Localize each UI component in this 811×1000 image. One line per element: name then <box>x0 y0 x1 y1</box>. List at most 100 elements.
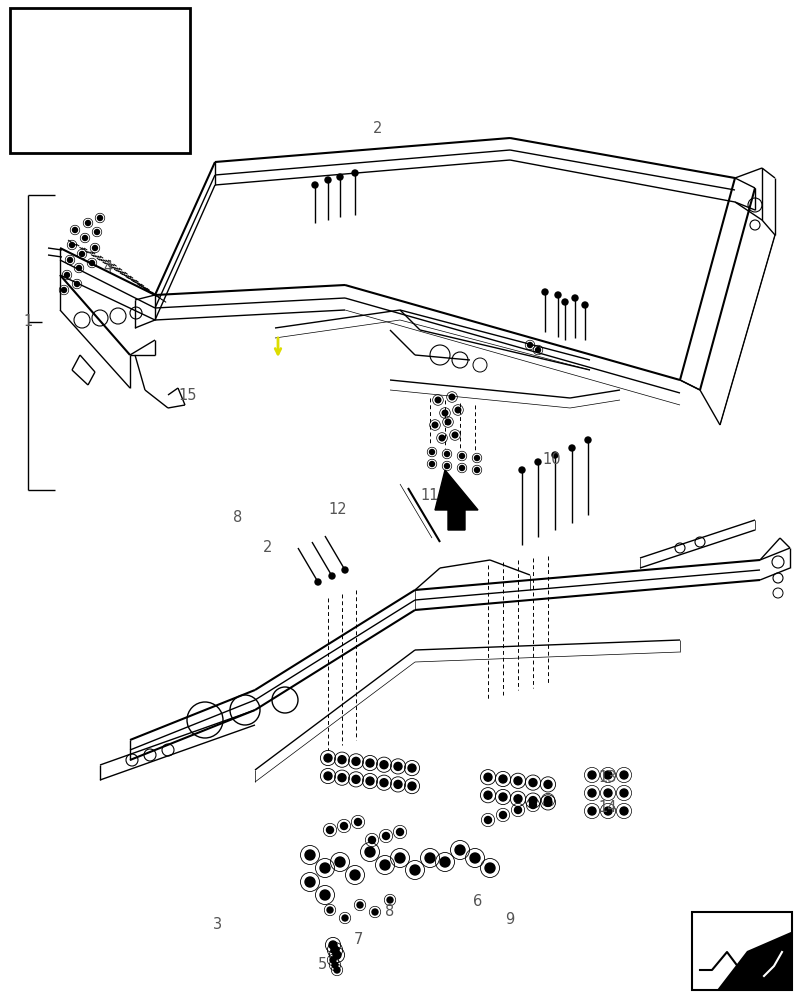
Circle shape <box>587 807 595 815</box>
Circle shape <box>499 811 506 818</box>
Circle shape <box>528 797 536 805</box>
Text: 4: 4 <box>103 259 113 274</box>
Circle shape <box>571 295 577 301</box>
Circle shape <box>366 777 374 785</box>
Circle shape <box>351 775 359 783</box>
Circle shape <box>527 342 532 348</box>
Circle shape <box>454 845 465 855</box>
Circle shape <box>474 468 479 473</box>
Circle shape <box>483 791 491 799</box>
Circle shape <box>544 796 551 803</box>
Circle shape <box>324 177 331 183</box>
Circle shape <box>534 459 540 465</box>
Circle shape <box>393 762 401 770</box>
Circle shape <box>459 466 464 471</box>
Circle shape <box>554 292 560 298</box>
Circle shape <box>551 452 557 458</box>
Text: 2: 2 <box>263 540 272 556</box>
Circle shape <box>387 897 393 903</box>
Circle shape <box>484 863 495 873</box>
Circle shape <box>474 456 479 460</box>
Circle shape <box>337 174 342 180</box>
Circle shape <box>584 437 590 443</box>
Circle shape <box>354 818 361 825</box>
Circle shape <box>62 288 67 292</box>
Circle shape <box>350 870 359 880</box>
Circle shape <box>328 941 337 949</box>
Circle shape <box>620 789 627 797</box>
Text: 3: 3 <box>213 917 222 932</box>
Circle shape <box>97 216 102 221</box>
Circle shape <box>331 946 338 954</box>
Circle shape <box>320 890 329 900</box>
Circle shape <box>70 242 75 247</box>
Circle shape <box>429 450 434 454</box>
Circle shape <box>324 754 332 762</box>
Circle shape <box>452 432 457 438</box>
Circle shape <box>429 462 434 466</box>
Circle shape <box>528 779 536 787</box>
Circle shape <box>305 850 315 860</box>
Circle shape <box>357 902 363 908</box>
Circle shape <box>327 907 333 913</box>
Circle shape <box>351 170 358 176</box>
Circle shape <box>333 951 341 959</box>
Circle shape <box>424 853 435 863</box>
Circle shape <box>341 567 348 573</box>
Circle shape <box>587 789 595 797</box>
Circle shape <box>444 452 449 456</box>
Circle shape <box>541 289 547 295</box>
Bar <box>10 8 190 153</box>
Bar <box>691 912 791 990</box>
Circle shape <box>431 422 437 428</box>
Circle shape <box>518 467 525 473</box>
Circle shape <box>332 962 337 968</box>
Circle shape <box>396 828 403 835</box>
Circle shape <box>439 435 444 441</box>
Circle shape <box>484 816 491 823</box>
Circle shape <box>620 771 627 779</box>
Circle shape <box>94 230 100 234</box>
Circle shape <box>499 775 506 783</box>
Circle shape <box>483 773 491 781</box>
Circle shape <box>371 909 378 915</box>
Circle shape <box>603 807 611 815</box>
Circle shape <box>328 573 335 579</box>
Circle shape <box>64 272 70 277</box>
Circle shape <box>394 853 405 863</box>
Circle shape <box>341 915 348 921</box>
Polygon shape <box>716 931 791 990</box>
Circle shape <box>79 251 84 256</box>
Circle shape <box>380 761 388 769</box>
Circle shape <box>440 857 449 867</box>
Text: 12: 12 <box>328 502 347 518</box>
Circle shape <box>513 795 521 803</box>
Circle shape <box>76 265 81 270</box>
Circle shape <box>543 798 551 806</box>
Circle shape <box>603 789 611 797</box>
Text: 5: 5 <box>317 957 326 972</box>
Circle shape <box>470 853 479 863</box>
Circle shape <box>351 757 359 765</box>
Circle shape <box>620 807 627 815</box>
Circle shape <box>368 836 375 843</box>
Circle shape <box>89 260 94 265</box>
Circle shape <box>382 832 389 839</box>
Circle shape <box>444 419 450 425</box>
Circle shape <box>333 967 340 973</box>
Circle shape <box>435 397 440 403</box>
Circle shape <box>305 877 315 887</box>
Circle shape <box>324 772 332 780</box>
Circle shape <box>320 863 329 873</box>
Polygon shape <box>435 470 478 530</box>
Circle shape <box>393 780 401 788</box>
Circle shape <box>335 857 345 867</box>
Circle shape <box>75 282 79 286</box>
Text: 9: 9 <box>504 912 514 927</box>
Text: 13: 13 <box>598 770 616 785</box>
Circle shape <box>366 759 374 767</box>
Circle shape <box>410 865 419 875</box>
Circle shape <box>72 228 77 232</box>
Circle shape <box>315 579 320 585</box>
Circle shape <box>407 764 415 772</box>
